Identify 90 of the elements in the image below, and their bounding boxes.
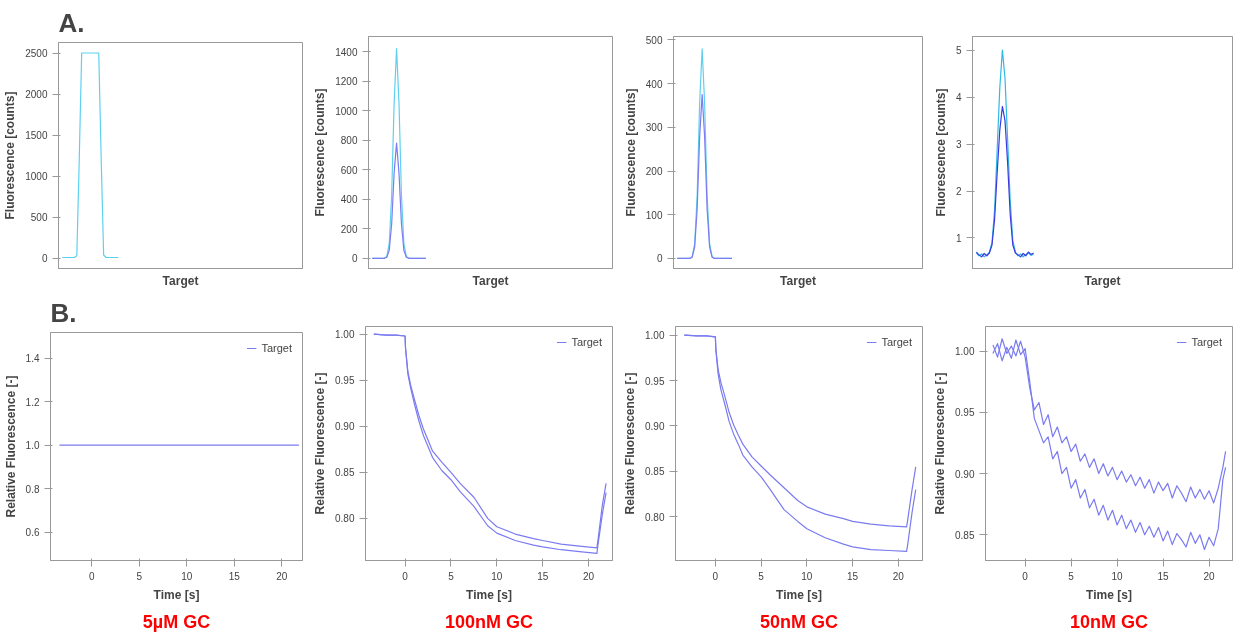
y-axis-title: Relative Fluorescence [-] (623, 372, 638, 515)
x-axis-title: Time [s] (466, 587, 512, 602)
y-tick-label: 0.6 (25, 527, 40, 539)
y-tick-label: 0.90 (335, 421, 355, 433)
y-tick-label: 1.00 (645, 330, 665, 342)
y-axis-title: Fluorescence [counts] (3, 91, 18, 220)
y-tick-label: 1500 (25, 130, 48, 142)
y-tick-label: 5 (955, 45, 962, 57)
x-tick-label: 5 (448, 570, 455, 582)
x-tick-label: 5 (1068, 570, 1075, 582)
y-tick-label: 500 (645, 35, 663, 46)
legend-label: Target (1191, 336, 1222, 348)
y-tick-label: 1.2 (25, 396, 40, 408)
y-tick-label: 1000 (25, 171, 48, 183)
y-tick-label: 2000 (25, 89, 48, 101)
y-axis-title: Relative Fluorescence [-] (933, 372, 948, 515)
chart-title: A. (58, 7, 85, 38)
y-tick-label: 0.85 (955, 529, 975, 541)
text: 100nM GC (444, 611, 534, 632)
x-axis-title: Target (780, 273, 816, 288)
y-tick-label: 0.90 (645, 420, 665, 432)
y-tick-label: 1.4 (25, 353, 40, 365)
x-axis-title: Time [s] (1086, 587, 1132, 602)
x-axis-title: Target (1084, 273, 1121, 288)
x-tick-label: 0 (88, 570, 95, 582)
y-tick-label: 0.95 (645, 375, 665, 387)
y-tick-label: 1.0 (25, 440, 40, 452)
text: 10nM GC (1069, 611, 1149, 632)
chart-title: B. (50, 297, 77, 328)
y-tick-label: 200 (645, 166, 663, 178)
y-tick-label: 0.80 (645, 511, 665, 523)
x-tick-label: 10 (491, 570, 503, 582)
y-axis-title: Fluorescence [counts] (623, 88, 638, 217)
x-tick-label: 0 (712, 570, 719, 582)
text: 50nM GC (759, 611, 839, 632)
legend-label: Target (571, 336, 602, 348)
x-tick-label: 20 (276, 570, 288, 582)
x-tick-label: 10 (1111, 570, 1124, 582)
y-tick-label: 0.95 (335, 375, 355, 387)
y-tick-label: 400 (340, 194, 358, 206)
y-tick-label: 1400 (335, 46, 358, 58)
x-tick-label: 5 (136, 570, 143, 582)
x-axis-title: Time [s] (153, 587, 200, 602)
y-tick-label: 1000 (335, 105, 358, 117)
x-tick-label: 15 (228, 570, 241, 582)
x-tick-label: 20 (892, 570, 905, 582)
y-tick-label: 0.85 (645, 466, 665, 478)
x-tick-label: 15 (847, 570, 859, 582)
y-tick-label: 0 (656, 253, 663, 265)
x-tick-label: 20 (583, 570, 595, 582)
x-axis-title: Target (162, 273, 199, 288)
y-tick-label: 0.85 (335, 467, 355, 479)
legend-label: Target (261, 342, 292, 354)
y-tick-label: 0.8 (25, 483, 40, 495)
x-tick-label: 5 (758, 570, 765, 582)
x-tick-label: 15 (1157, 570, 1170, 582)
y-tick-label: 800 (340, 135, 358, 147)
x-tick-label: 10 (181, 570, 193, 582)
x-tick-label: 10 (801, 570, 813, 582)
y-tick-label: 0.95 (955, 407, 975, 419)
y-tick-label: 0 (41, 253, 48, 265)
y-tick-label: 200 (340, 223, 358, 235)
y-axis-title: Fluorescence [counts] (933, 88, 948, 217)
x-tick-label: 0 (1022, 570, 1029, 582)
x-tick-label: 20 (1203, 570, 1216, 582)
y-tick-label: 500 (30, 212, 48, 224)
y-tick-label: 4 (955, 92, 962, 104)
y-tick-label: 1200 (335, 76, 358, 88)
y-tick-label: 2500 (25, 48, 48, 60)
x-tick-label: 15 (537, 570, 549, 582)
y-tick-label: 1.00 (335, 329, 355, 341)
text: 5µM GC (142, 611, 211, 632)
y-axis-title: Fluorescence [counts] (313, 88, 328, 217)
y-tick-label: 600 (340, 164, 358, 176)
y-tick-label: 1 (955, 232, 962, 244)
y-tick-label: 400 (645, 78, 663, 90)
legend-label: Target (881, 336, 912, 348)
y-tick-label: 300 (645, 122, 663, 134)
y-tick-label: 0.80 (335, 513, 355, 525)
y-tick-label: 3 (955, 139, 962, 151)
y-axis-title: Relative Fluorescence [-] (313, 372, 328, 515)
y-axis-title: Relative Fluorescence [-] (3, 375, 18, 518)
y-tick-label: 2 (955, 186, 962, 198)
y-tick-label: 0 (351, 253, 358, 265)
x-tick-label: 0 (402, 570, 409, 582)
x-axis-title: Target (472, 273, 509, 288)
y-tick-label: 100 (645, 209, 663, 221)
x-axis-title: Time [s] (776, 587, 822, 602)
y-tick-label: 0.90 (955, 468, 975, 480)
y-tick-label: 1.00 (955, 346, 975, 357)
